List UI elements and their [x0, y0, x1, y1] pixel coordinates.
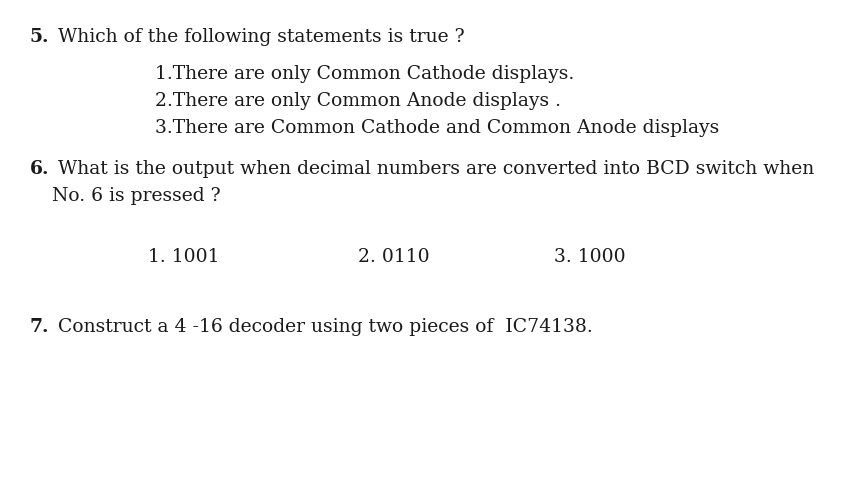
Text: No. 6 is pressed ?: No. 6 is pressed ?	[52, 187, 221, 205]
Text: 6.: 6.	[30, 160, 49, 178]
Text: Construct a 4 -16 decoder using two pieces of  IC74138.: Construct a 4 -16 decoder using two piec…	[52, 318, 592, 336]
Text: Which of the following statements is true ?: Which of the following statements is tru…	[52, 28, 465, 46]
Text: 7.: 7.	[30, 318, 49, 336]
Text: 1.There are only Common Cathode displays.: 1.There are only Common Cathode displays…	[155, 65, 575, 83]
Text: 1. 1001: 1. 1001	[148, 248, 219, 266]
Text: 3.There are Common Cathode and Common Anode displays: 3.There are Common Cathode and Common An…	[155, 119, 719, 137]
Text: 3. 1000: 3. 1000	[554, 248, 626, 266]
Text: 2.There are only Common Anode displays .: 2.There are only Common Anode displays .	[155, 92, 561, 110]
Text: 2. 0110: 2. 0110	[358, 248, 429, 266]
Text: 5.: 5.	[30, 28, 49, 46]
Text: What is the output when decimal numbers are converted into BCD switch when: What is the output when decimal numbers …	[52, 160, 814, 178]
